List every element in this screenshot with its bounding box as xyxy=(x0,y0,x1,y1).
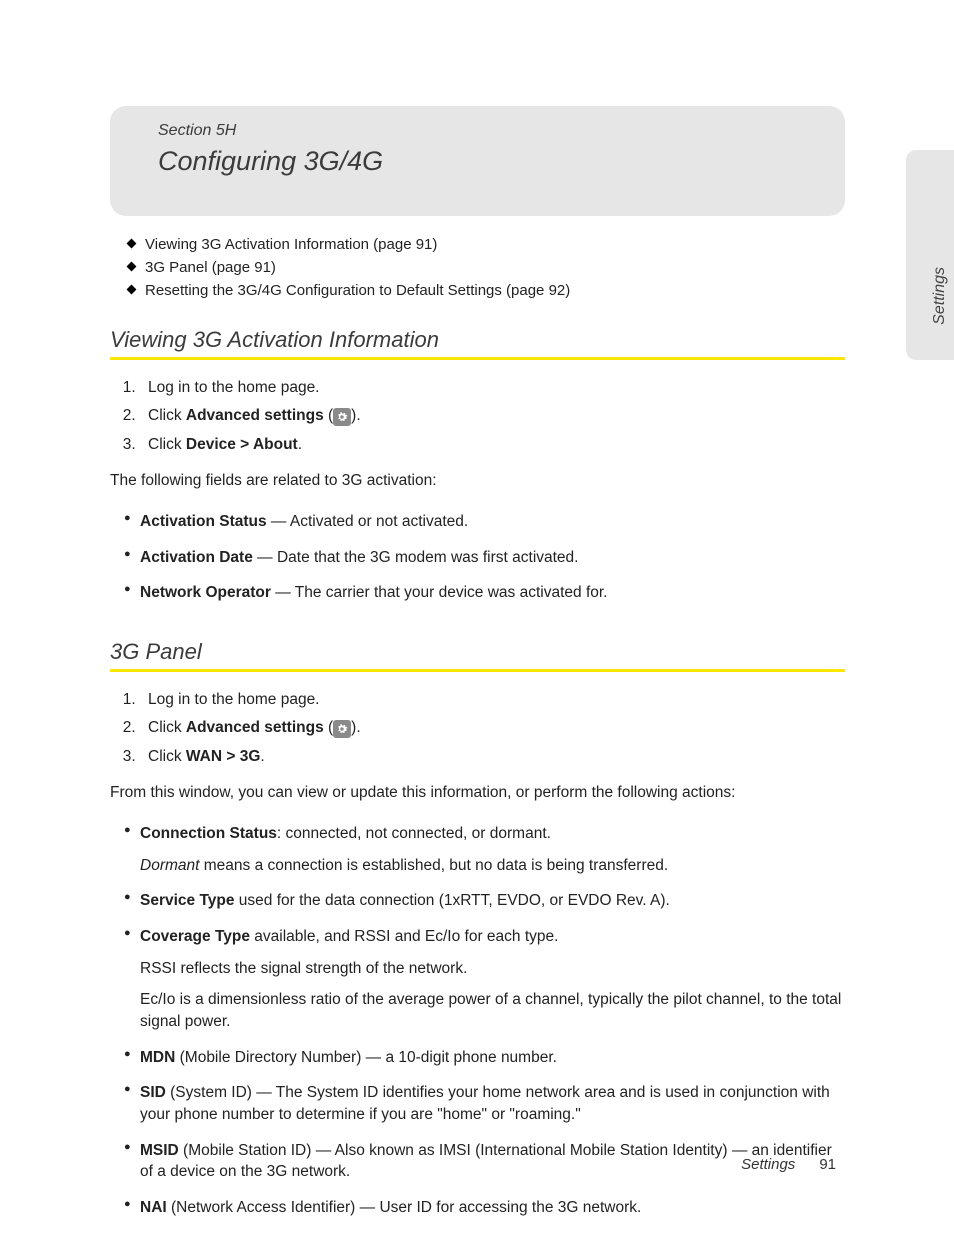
list-item: SID (System ID) — The System ID identifi… xyxy=(124,1075,845,1132)
bold-text: Advanced settings xyxy=(186,407,324,424)
toc-text: 3G Panel (page 91) xyxy=(145,259,276,276)
list-item: MDN (Mobile Directory Number) — a 10-dig… xyxy=(124,1040,845,1076)
bullet-list: Activation Status — Activated or not act… xyxy=(110,504,845,611)
bold-text: SID xyxy=(140,1084,166,1101)
toc-item: 3G Panel (page 91) xyxy=(128,259,845,276)
side-tab: Settings xyxy=(906,150,954,360)
step-text: Log in to the home page. xyxy=(148,691,320,708)
diamond-icon xyxy=(127,239,137,249)
bold-text: MDN xyxy=(140,1049,175,1066)
page-footer: Settings 91 xyxy=(741,1156,836,1173)
bold-text: Connection Status xyxy=(140,825,277,842)
gear-icon xyxy=(333,720,351,738)
item-text: : connected, not connected, or dormant. xyxy=(277,825,551,842)
item-text: means a connection is established, but n… xyxy=(199,857,668,874)
page-number: 91 xyxy=(819,1156,836,1173)
bold-text: Service Type xyxy=(140,892,235,909)
paragraph: From this window, you can view or update… xyxy=(110,783,845,804)
bold-text: NAI xyxy=(140,1199,167,1216)
step-text: Click xyxy=(148,436,186,453)
page: Section 5H Configuring 3G/4G Settings Vi… xyxy=(0,0,954,1235)
toc-item: Resetting the 3G/4G Configuration to Def… xyxy=(128,282,845,299)
sub-paragraph: RSSI reflects the signal strength of the… xyxy=(140,958,845,980)
divider xyxy=(110,357,845,360)
sub-paragraph: Dormant means a connection is establishe… xyxy=(140,855,845,877)
item-text: used for the data connection (1xRTT, EVD… xyxy=(235,892,670,909)
item-text: — The carrier that your device was activ… xyxy=(271,584,608,601)
step-text: Log in to the home page. xyxy=(148,379,320,396)
toc-item: Viewing 3G Activation Information (page … xyxy=(128,236,845,253)
step-text: ( xyxy=(324,407,333,424)
footer-label: Settings xyxy=(741,1156,795,1173)
content-area: Viewing 3G Activation Information (page … xyxy=(110,230,845,1226)
item-text: (Mobile Station ID) — Also known as IMSI… xyxy=(140,1142,832,1181)
bullet-list: Connection Status: connected, not connec… xyxy=(110,816,845,1226)
paragraph: The following fields are related to 3G a… xyxy=(110,471,845,492)
subheading-3g-panel: 3G Panel xyxy=(110,639,845,665)
step: Log in to the home page. xyxy=(140,374,845,402)
steps-list: Log in to the home page. Click Advanced … xyxy=(110,374,845,459)
step-text: . xyxy=(298,436,302,453)
bold-text: Advanced settings xyxy=(186,719,324,736)
item-text: (System ID) — The System ID identifies y… xyxy=(140,1084,830,1123)
step-text: Click xyxy=(148,407,186,424)
item-text: (Mobile Directory Number) — a 10-digit p… xyxy=(175,1049,557,1066)
bold-text: Network Operator xyxy=(140,584,271,601)
bold-text: Activation Status xyxy=(140,513,267,530)
bold-text: MSID xyxy=(140,1142,179,1159)
step-text: . xyxy=(260,748,264,765)
italic-text: Dormant xyxy=(140,857,199,874)
toc-text: Resetting the 3G/4G Configuration to Def… xyxy=(145,282,570,299)
list-item: MSID (Mobile Station ID) — Also known as… xyxy=(124,1133,845,1190)
item-text: — Activated or not activated. xyxy=(267,513,469,530)
gear-icon-wrap xyxy=(333,408,351,426)
list-item: Connection Status: connected, not connec… xyxy=(124,816,845,883)
section-label: Section 5H xyxy=(158,122,815,140)
bold-text: Coverage Type xyxy=(140,928,250,945)
diamond-icon xyxy=(127,262,137,272)
item-text: (Network Access Identifier) — User ID fo… xyxy=(167,1199,642,1216)
sub-paragraph: Ec/Io is a dimensionless ratio of the av… xyxy=(140,989,845,1032)
toc-text: Viewing 3G Activation Information (page … xyxy=(145,236,437,253)
step: Log in to the home page. xyxy=(140,686,845,714)
step: Click Device > About. xyxy=(140,431,845,459)
list-item: NAI (Network Access Identifier) — User I… xyxy=(124,1190,845,1226)
bold-text: Activation Date xyxy=(140,549,253,566)
step-text: Click xyxy=(148,719,186,736)
section-header: Section 5H Configuring 3G/4G xyxy=(110,106,845,216)
item-text: available, and RSSI and Ec/Io for each t… xyxy=(250,928,558,945)
gear-icon xyxy=(333,408,351,426)
step-text: ). xyxy=(351,407,360,424)
item-text: — Date that the 3G modem was first activ… xyxy=(253,549,579,566)
step: Click Advanced settings (). xyxy=(140,714,845,743)
side-tab-label: Settings xyxy=(931,267,949,325)
section-title: Configuring 3G/4G xyxy=(158,146,815,177)
steps-list: Log in to the home page. Click Advanced … xyxy=(110,686,845,771)
list-item: Activation Status — Activated or not act… xyxy=(124,504,845,540)
step-text: ( xyxy=(324,719,333,736)
list-item: Coverage Type available, and RSSI and Ec… xyxy=(124,919,845,1040)
list-item: Network Operator — The carrier that your… xyxy=(124,575,845,611)
diamond-icon xyxy=(127,285,137,295)
step-text: Click xyxy=(148,748,186,765)
step: Click WAN > 3G. xyxy=(140,743,845,771)
table-of-contents: Viewing 3G Activation Information (page … xyxy=(110,236,845,299)
divider xyxy=(110,669,845,672)
gear-icon-wrap xyxy=(333,720,351,738)
list-item: Service Type used for the data connectio… xyxy=(124,883,845,919)
subheading-viewing-3g: Viewing 3G Activation Information xyxy=(110,327,845,353)
bold-text: Device > About xyxy=(186,436,298,453)
bold-text: WAN > 3G xyxy=(186,748,261,765)
list-item: Activation Date — Date that the 3G modem… xyxy=(124,540,845,576)
step: Click Advanced settings (). xyxy=(140,402,845,431)
step-text: ). xyxy=(351,719,360,736)
